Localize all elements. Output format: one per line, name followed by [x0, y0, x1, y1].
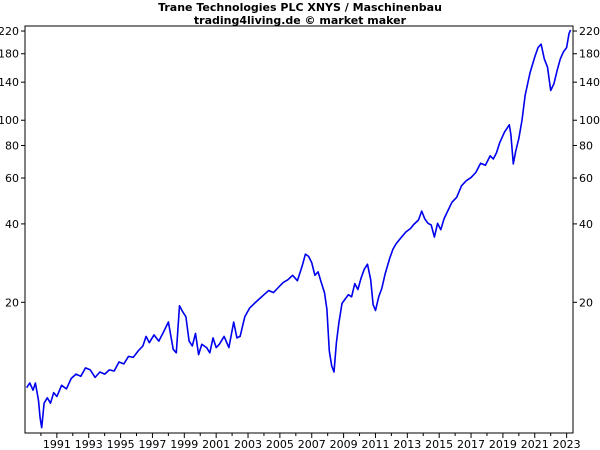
y-tick-label-right: 40 [579, 218, 593, 231]
y-tick-label-left: 100 [0, 114, 19, 127]
y-tick-label-left: 180 [0, 48, 19, 61]
x-tick-label: 2009 [330, 438, 358, 450]
y-tick-label-left: 20 [5, 296, 19, 309]
y-tick-label-left: 60 [5, 172, 19, 185]
y-tick-label-left: 220 [0, 25, 19, 38]
x-tick-label: 2019 [489, 438, 517, 450]
y-tick-label-right: 100 [579, 114, 600, 127]
y-tick-label-right: 20 [579, 296, 593, 309]
y-ticks-left: 220 180 140 100 80 60 40 20 [0, 25, 25, 309]
chart-title: Trane Technologies PLC XNYS / Maschinenb… [158, 1, 442, 14]
y-ticks-right: 220 180 140 100 80 60 40 20 [573, 25, 600, 309]
x-tick-label: 2001 [202, 438, 230, 450]
y-tick-label-left: 40 [5, 218, 19, 231]
x-tick-label: 2013 [393, 438, 421, 450]
y-tick-label-left: 80 [5, 139, 19, 152]
y-tick-label-right: 140 [579, 76, 600, 89]
x-tick-label: 2005 [266, 438, 294, 450]
y-tick-label-right: 180 [579, 48, 600, 61]
x-tick-label: 1999 [170, 438, 198, 450]
x-tick-label: 2021 [521, 438, 549, 450]
y-tick-label-right: 60 [579, 172, 593, 185]
x-tick-label: 1997 [138, 438, 166, 450]
x-tick-label: 1993 [75, 438, 103, 450]
x-tick-label: 1991 [43, 438, 71, 450]
x-ticks: 1991 1993 1995 1997 1999 2001 2003 2005 2007 2009… [40, 433, 581, 450]
y-tick-label-right: 80 [579, 139, 593, 152]
x-tick-label: 2017 [457, 438, 485, 450]
x-tick-label: 2007 [298, 438, 326, 450]
y-tick-label-right: 220 [579, 25, 600, 38]
chart-subtitle: trading4living.de © market maker [193, 14, 407, 27]
x-tick-label: 1995 [107, 438, 135, 450]
x-tick-label: 2015 [425, 438, 453, 450]
x-tick-label: 2003 [234, 438, 262, 450]
x-tick-label: 2011 [361, 438, 389, 450]
series-line [25, 29, 572, 429]
plot-frame [24, 25, 574, 434]
y-tick-label-left: 140 [0, 76, 19, 89]
x-tick-label: 2023 [553, 438, 581, 450]
